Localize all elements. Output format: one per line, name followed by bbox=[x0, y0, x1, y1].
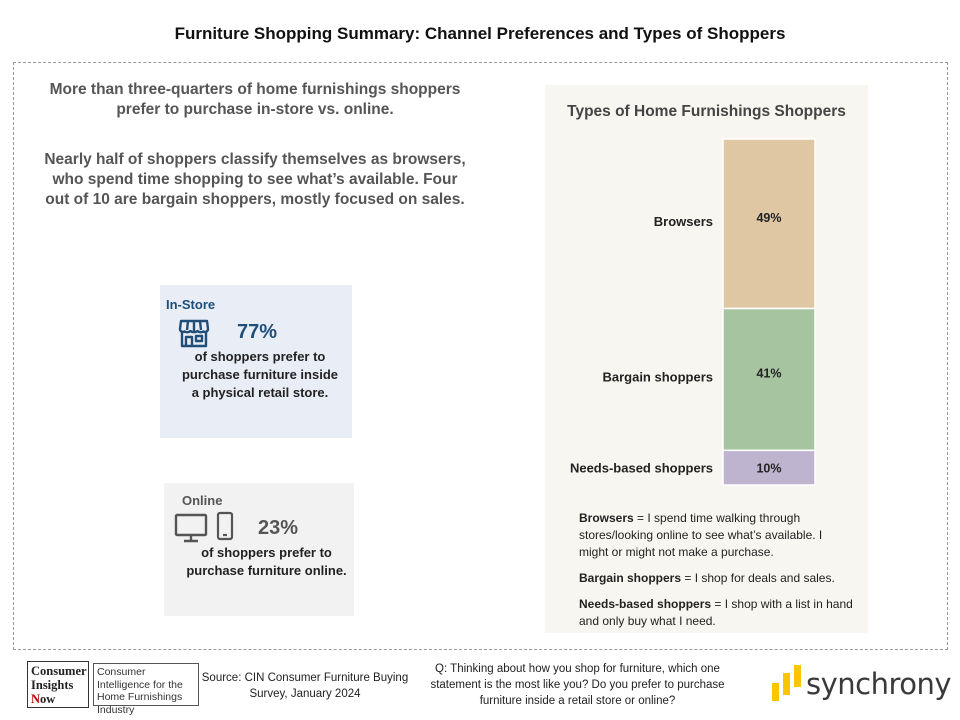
bar-value-label-0: 49% bbox=[756, 211, 781, 225]
cin-logo-wordmark: Consumer Insights Now bbox=[27, 661, 89, 708]
stacked-bar-chart: 49% Browsers 41% Bargain shoppers 10% Needs-b… bbox=[570, 138, 816, 486]
source-note: Source: CIN Consumer Furniture Buying Su… bbox=[201, 672, 409, 700]
instore-stat-box: In-Store 77% of shoppers prefer to purch… bbox=[160, 285, 352, 438]
intro-paragraph-1: More than three-quarters of home furnish… bbox=[49, 81, 461, 118]
survey-question: Q: Thinking about how you shop for furni… bbox=[430, 663, 725, 707]
monitor-icon bbox=[174, 513, 208, 543]
bar-segment-2 bbox=[722, 449, 816, 486]
bar-segment-1 bbox=[722, 307, 816, 452]
category-label-0: Browsers bbox=[654, 214, 713, 229]
storefront-icon bbox=[178, 319, 210, 348]
intro-paragraph-2: Nearly half of shoppers classify themsel… bbox=[44, 151, 466, 208]
online-description: of shoppers prefer to purchase furniture… bbox=[186, 545, 347, 578]
instore-percent: 77% bbox=[237, 321, 278, 343]
synchrony-mark-icon bbox=[772, 665, 801, 701]
online-percent: 23% bbox=[258, 517, 299, 539]
bar-value-label-1: 41% bbox=[756, 366, 781, 380]
online-label: Online bbox=[182, 493, 223, 508]
cin-logo-tagline: Consumer Intelligence for the Home Furni… bbox=[93, 663, 199, 716]
chart-panel: Types of Home Furnishings Shoppers 49% Br… bbox=[545, 85, 868, 633]
definitions-list: Browsers = I spend time walking through … bbox=[579, 510, 854, 639]
bar-value-label-2: 10% bbox=[756, 462, 781, 476]
online-stat-box: Online 23% of shoppers prefer to purchas… bbox=[164, 483, 354, 616]
definition-browsers: Browsers = I spend time walking through … bbox=[579, 511, 823, 559]
definition-needs-based-shoppers: Needs-based shoppers = I shop with a lis… bbox=[579, 597, 853, 628]
synchrony-wordmark: synchrony bbox=[806, 667, 952, 701]
page-title: Furniture Shopping Summary: Channel Pref… bbox=[174, 24, 786, 43]
smartphone-icon bbox=[216, 511, 234, 541]
instore-description: of shoppers prefer to purchase furniture… bbox=[181, 349, 339, 400]
content-frame bbox=[13, 62, 948, 650]
definition-bargain-shoppers: Bargain shoppers = I shop for deals and … bbox=[579, 571, 835, 585]
category-label-2: Needs-based shoppers bbox=[570, 461, 713, 476]
chart-title: Types of Home Furnishings Shoppers bbox=[567, 103, 846, 120]
category-label-1: Bargain shoppers bbox=[602, 369, 713, 384]
bar-segment-0 bbox=[722, 138, 816, 310]
instore-label: In-Store bbox=[166, 297, 216, 312]
